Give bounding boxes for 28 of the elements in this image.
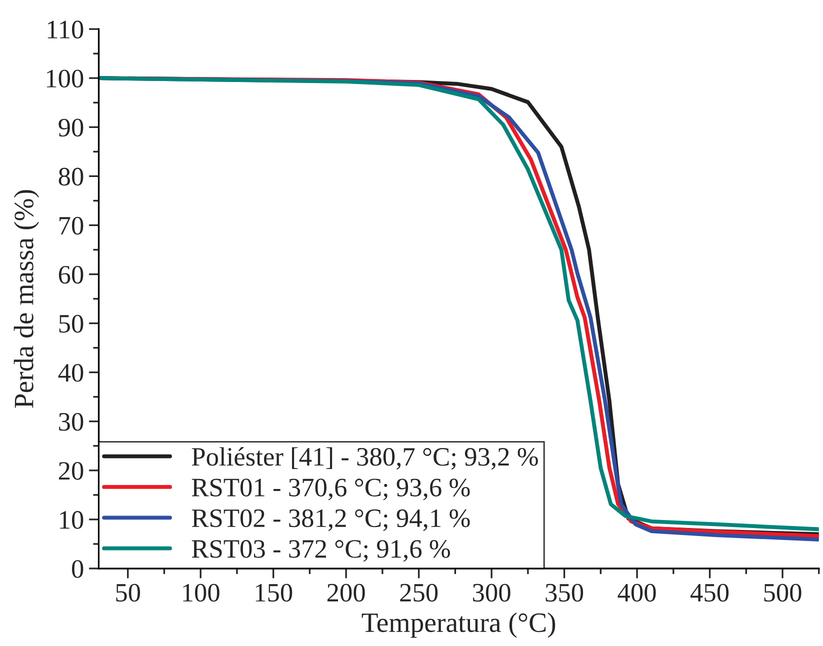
y-tick-label: 60 [58, 266, 84, 284]
legend-label: RST02 - 381,2 °C; 94,1 % [192, 509, 470, 531]
y-tick-label: 40 [58, 364, 84, 382]
x-tick-label: 250 [400, 584, 438, 602]
legend-label: Poliéster [41] - 380,7 °C; 93,2 % [192, 447, 538, 470]
y-axis-title: Perda de massa (%) [14, 190, 40, 408]
y-tick-label: 50 [59, 314, 84, 333]
x-tick-label: 100 [183, 584, 220, 602]
x-tick-label: 50 [116, 584, 140, 602]
x-tick-label: 150 [256, 584, 292, 602]
legend-label: RST03 - 372 °C; 91,6 % [192, 540, 450, 562]
x-tick-label: 200 [327, 584, 365, 602]
y-tick-label: 90 [58, 118, 84, 137]
y-tick-label: 0 [72, 560, 84, 578]
y-tick-label: 100 [46, 70, 84, 88]
x-tick-label: 500 [764, 584, 802, 602]
y-tick-label: 70 [60, 216, 84, 235]
x-tick-label: 350 [546, 584, 584, 602]
y-tick-label: 10 [60, 511, 84, 529]
y-tick-label: 30 [59, 412, 84, 431]
y-tick-label: 110 [48, 20, 84, 38]
y-tick-label: 20 [58, 462, 84, 480]
y-tick-label: 80 [58, 168, 84, 186]
x-tick-label: 450 [690, 584, 729, 602]
x-tick-label: 300 [473, 584, 510, 602]
x-tick-label: 400 [618, 584, 656, 602]
x-axis-title: Temperatura (°C) [362, 612, 556, 638]
legend-label: RST01 - 370,6 °C; 93,6 % [192, 478, 470, 500]
